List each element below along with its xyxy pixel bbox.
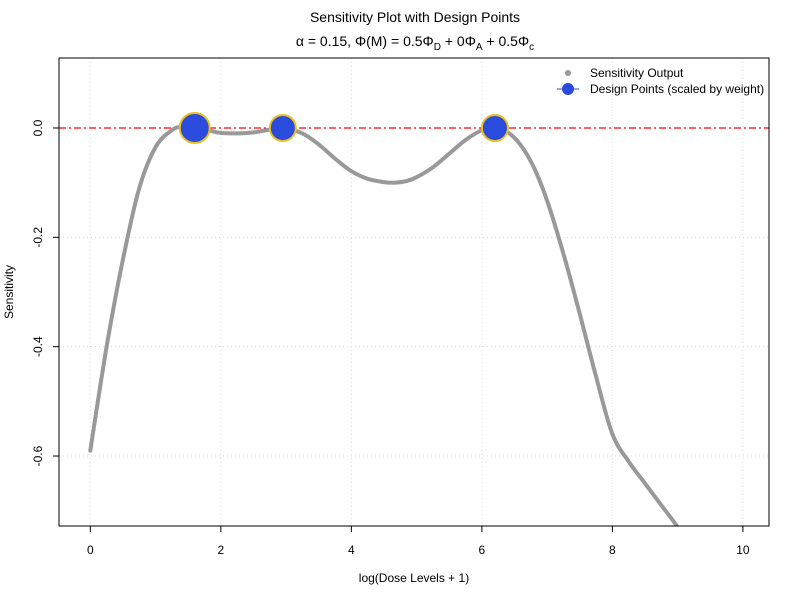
subtitle-alpha: α bbox=[296, 33, 304, 49]
x-axis-ticks: 0 2 4 6 8 10 bbox=[87, 526, 750, 557]
subtitle-term3-sub: c bbox=[529, 42, 534, 53]
chart-title: Sensitivity Plot with Design Points bbox=[310, 9, 520, 25]
x-tick-label: 0 bbox=[87, 543, 94, 557]
design-points-layer bbox=[178, 111, 509, 144]
legend-marker-design bbox=[562, 83, 574, 95]
y-tick-label: -0.4 bbox=[31, 336, 45, 357]
subtitle-phi: Φ bbox=[355, 33, 366, 49]
x-tick-label: 2 bbox=[217, 543, 224, 557]
plot-frame bbox=[58, 57, 770, 527]
subtitle-term2-sub: A bbox=[476, 42, 483, 53]
x-tick-label: 10 bbox=[736, 543, 750, 557]
y-tick-label: 0.0 bbox=[31, 119, 45, 136]
y-axis-label: Sensitivity bbox=[2, 265, 16, 319]
legend-label-sensitivity: Sensitivity Output bbox=[590, 66, 684, 80]
subtitle-term1-sub: D bbox=[434, 42, 441, 53]
subtitle-term1: Φ bbox=[423, 33, 434, 49]
y-axis-ticks: 0.0 -0.2 -0.4 -0.6 bbox=[31, 119, 59, 466]
subtitle-m: (M) bbox=[366, 33, 387, 49]
legend: Sensitivity Output Design Points (scaled… bbox=[557, 66, 764, 96]
legend-marker-sensitivity bbox=[565, 70, 571, 76]
x-tick-label: 6 bbox=[479, 543, 486, 557]
y-tick-label: -0.6 bbox=[31, 445, 45, 466]
subtitle-plus2: + 0.5 bbox=[483, 33, 519, 49]
subtitle-term2: Φ bbox=[465, 33, 476, 49]
chart-subtitle: α = 0.15, Φ(M) = 0.5ΦD + 0ΦA + 0.5Φc bbox=[296, 33, 534, 53]
design-point bbox=[268, 113, 297, 142]
y-tick-label: -0.2 bbox=[31, 227, 45, 248]
sensitivity-curve bbox=[88, 124, 680, 526]
subtitle-alpha-text: = 0.15, bbox=[304, 33, 355, 49]
subtitle-plus1: + 0 bbox=[441, 33, 465, 49]
legend-label-design: Design Points (scaled by weight) bbox=[590, 82, 764, 96]
x-tick-label: 8 bbox=[609, 543, 616, 557]
design-point bbox=[480, 113, 509, 142]
design-point bbox=[178, 111, 211, 144]
subtitle-term3: Φ bbox=[518, 33, 529, 49]
x-tick-label: 4 bbox=[348, 543, 355, 557]
series-layer bbox=[88, 124, 680, 526]
x-axis-label: log(Dose Levels + 1) bbox=[359, 571, 469, 585]
subtitle-eq: = 0.5 bbox=[387, 33, 423, 49]
